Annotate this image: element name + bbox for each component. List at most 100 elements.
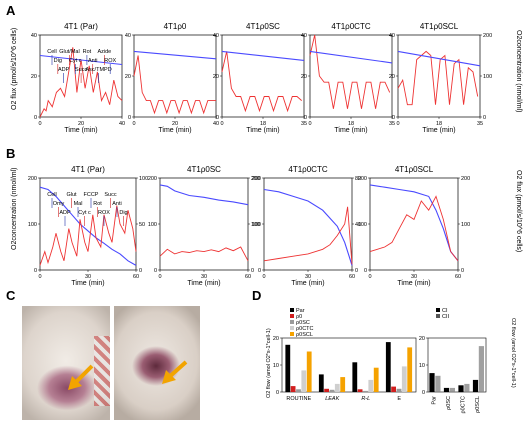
panel-a-1-ytick-label: 20 <box>125 74 131 80</box>
panel-b-0-annotation: Omy <box>53 201 65 207</box>
panel-b-3-ytick-right-label: 100 <box>461 222 470 228</box>
panel-d-0-ytick-label: 10 <box>273 363 279 369</box>
panel-d-0-legend-label: ρ0 <box>296 314 302 320</box>
panel-a-4-ytick-right-label: 200 <box>483 33 492 39</box>
panel-b-0-annotation: Cell <box>47 192 56 198</box>
panel-a-1-xtick-label: 0 <box>132 121 135 127</box>
panel-b-3-ytick-label: 100 <box>358 222 367 228</box>
panel-d-0-bar <box>401 366 407 392</box>
panel-b-1-oxygen-line <box>159 184 249 206</box>
panel-d-1-legend-label: CI <box>442 308 448 314</box>
panel-b-2-ytick-label: 0 <box>258 268 261 274</box>
panel-b-0-annotation: Glut <box>66 192 77 198</box>
panel-a-2-xtick-label: 18 <box>260 121 266 127</box>
panel-a-0-annotation: Anti <box>88 58 97 64</box>
panel-d-1-legend-label: CII <box>442 314 450 320</box>
panel-b-0-annotation: Mal <box>74 201 83 207</box>
panel-b-2-xlabel: Time (min) <box>291 280 324 287</box>
panel-d-1-bar <box>449 387 455 392</box>
panel-b-1-xtick-label: 30 <box>201 274 207 280</box>
panel-a-3-title: 4T1ρ0CTC <box>331 22 370 31</box>
panel-b-0-oxygen-line <box>39 186 137 266</box>
panel-d-1-category-label: ρ0CTC <box>460 396 466 414</box>
panel-b-1-xlabel: Time (min) <box>187 280 220 287</box>
panel-b-1-flux-line <box>159 246 249 262</box>
panel-a-0-annotation: Succ <box>75 67 87 73</box>
panel-b-0-ytick-label: 100 <box>28 222 37 228</box>
panel-a-3-flux-line <box>309 34 391 109</box>
panel-a-4-title: 4T1ρ0SCL <box>420 22 459 31</box>
panel-b-ylabel: O2concentration (nmol/ml) <box>11 168 18 250</box>
panel-b-2-ytick-right-label: 80 <box>355 176 361 182</box>
panel-a-0-ytick-label: 20 <box>31 74 37 80</box>
panel-b-3-ytick-label: 200 <box>358 176 367 182</box>
panel-a-0-ytick-label: 0 <box>34 115 37 121</box>
panel-a-3-xtick-label: 0 <box>308 121 311 127</box>
panel-b-0-xtick-label: 30 <box>85 274 91 280</box>
mouse-photo-left <box>22 306 110 420</box>
panel-b-0-ytick-right-label: 100 <box>139 176 148 182</box>
panel-a-1-oxygen-line <box>133 50 217 60</box>
panel-d-0-bar <box>368 379 374 392</box>
panel-b-1-ytick-label: 200 <box>148 176 157 182</box>
panel-a-2-flux-line <box>221 51 302 113</box>
panel-a-2-oxygen-line <box>221 50 305 61</box>
panel-d-0-bar <box>324 388 329 392</box>
panel-b-2-xtick-label: 30 <box>305 274 311 280</box>
panel-a-4-ytick-label: 40 <box>389 33 395 39</box>
panel-d-0-bar <box>391 386 396 392</box>
panel-d-1-legend-swatch <box>436 308 440 312</box>
panel-a-0-xlabel: Time (min) <box>64 127 97 134</box>
panel-b-0-annotation: ROX <box>98 210 110 216</box>
panel-d-0-legend-swatch <box>290 314 294 318</box>
arrow-icon <box>162 360 188 384</box>
panel-a-4-flux-line <box>397 50 479 106</box>
panel-a-4-xtick-label: 18 <box>436 121 442 127</box>
panel-a-2-ytick-label: 20 <box>213 74 219 80</box>
panel-b-1-ytick-right-label: 200 <box>251 176 260 182</box>
panel-b-3-xtick-label: 60 <box>455 274 461 280</box>
panel-a-1-ytick-label: 0 <box>128 115 131 121</box>
panel-b-2-xtick-label: 60 <box>349 274 355 280</box>
panel-a-2-title: 4T1ρ0SC <box>246 22 280 31</box>
panel-b-3-flux-line <box>369 195 459 262</box>
panel-a-3-frame <box>309 34 393 118</box>
panel-a-0-oxygen-line <box>39 54 123 66</box>
panel-a-2-xlabel: Time (min) <box>246 127 279 134</box>
panel-a-0-annotation: Glut/Mal <box>59 49 79 55</box>
panel-d-1-bar <box>478 346 484 392</box>
panel-a-1-xlabel: Time (min) <box>158 127 191 134</box>
panel-a-4-ytick-label: 0 <box>392 115 395 121</box>
panel-b-0-ytick-right-label: 50 <box>139 222 145 228</box>
panel-d-0-ytick-label: 0 <box>276 390 279 396</box>
panel-d-0-bar <box>301 370 307 392</box>
panel-b-1-ytick-label: 100 <box>148 222 157 228</box>
panel-d-0-bar <box>396 388 402 392</box>
panel-d-0-bar <box>290 386 296 392</box>
panel-b-2-ytick-right-label: 40 <box>355 222 361 228</box>
panel-d-1-bar <box>464 383 470 392</box>
panel-a-1-xtick-label: 20 <box>172 121 178 127</box>
panel-label-a: A <box>6 3 16 18</box>
panel-b-0-annotation: ADP <box>59 210 71 216</box>
panel-b-0-annotation: Cyt c <box>78 210 91 216</box>
panel-b-0-xtick-label: 0 <box>38 274 41 280</box>
panel-a-0-annotation: ROX <box>104 58 116 64</box>
panel-b-1-title: 4T1ρ0SC <box>187 165 221 174</box>
panel-a-4-ytick-right-label: 100 <box>483 74 492 80</box>
panel-b-0-annotation: FCCP <box>84 192 99 198</box>
panel-d-0-category-label: LEAK <box>325 396 339 402</box>
panel-a-4-ytick-right-label: 0 <box>483 115 486 121</box>
panel-b-ylabel-right: O2 flux (pmol/s/10^6 cells) <box>515 170 522 252</box>
panel-d-0-bar <box>357 389 363 392</box>
panel-d-0-bar <box>318 374 324 392</box>
panel-a-0-title: 4T1 (Par) <box>64 22 98 31</box>
cloth-stripes <box>94 336 110 406</box>
panel-d-1-bar <box>472 379 479 392</box>
panel-b-3-ytick-right-label: 200 <box>461 176 470 182</box>
panel-d-0-bar <box>407 347 413 392</box>
chart-layer: 4T1 (Par)Time (min)0 20 4002040CellDigADPG… <box>28 22 492 414</box>
panel-b-0-xtick-label: 60 <box>133 274 139 280</box>
panel-a-3-xtick-label: 35 <box>389 121 395 127</box>
panel-d-0-bar <box>285 344 291 393</box>
